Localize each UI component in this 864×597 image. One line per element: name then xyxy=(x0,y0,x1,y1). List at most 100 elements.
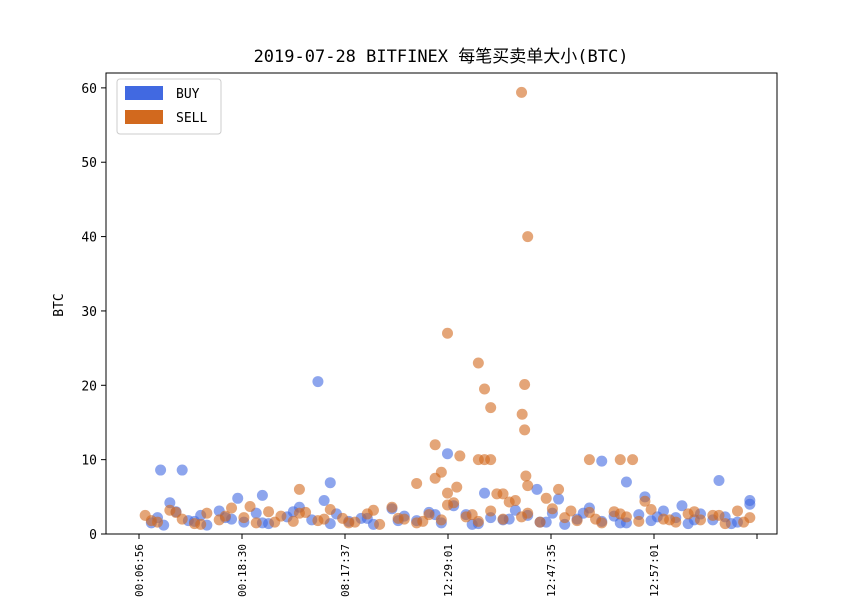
sell-point xyxy=(269,516,281,528)
sell-point xyxy=(479,383,491,395)
sell-point xyxy=(195,518,207,530)
buy-point xyxy=(318,495,330,507)
sell-point xyxy=(287,515,299,527)
sell-point xyxy=(639,495,651,507)
sell-point xyxy=(519,379,531,391)
y-tick-label: 0 xyxy=(89,528,97,543)
y-tick-label: 10 xyxy=(81,454,97,469)
sell-point xyxy=(219,510,231,522)
sell-point xyxy=(466,509,478,521)
sell-point xyxy=(516,86,528,98)
sell-point xyxy=(318,513,330,525)
sell-point xyxy=(540,492,552,504)
sell-point xyxy=(627,454,639,466)
sell-point xyxy=(614,454,626,466)
sell-point xyxy=(429,439,441,451)
sell-point xyxy=(374,518,386,530)
x-tick-label: 00:06:56 xyxy=(133,544,146,597)
sell-point xyxy=(546,503,558,515)
sell-point xyxy=(571,515,583,527)
sell-point xyxy=(435,514,447,526)
sell-point xyxy=(516,408,528,420)
legend-label-buy: BUY xyxy=(176,87,200,102)
x-tick-label: 12:57:01 xyxy=(648,544,661,597)
chart-title: 2019-07-28 BITFINEX 每笔买卖单大小(BTC) xyxy=(254,47,629,67)
sell-point xyxy=(343,517,355,529)
sell-point xyxy=(201,507,213,519)
sell-point xyxy=(645,503,657,515)
sell-point xyxy=(250,517,262,529)
sell-point xyxy=(520,470,532,482)
sell-point xyxy=(503,496,515,508)
y-tick-label: 60 xyxy=(81,82,97,97)
sell-point xyxy=(145,515,157,527)
sell-point xyxy=(238,512,250,524)
x-tick-label: 08:17:37 xyxy=(339,544,352,597)
sell-point xyxy=(417,515,429,527)
buy-point xyxy=(531,483,543,495)
sell-point xyxy=(293,507,305,519)
sell-point xyxy=(411,477,423,489)
sell-point xyxy=(522,231,534,243)
sell-point xyxy=(442,327,453,339)
y-tick-label: 50 xyxy=(81,156,97,171)
buy-point xyxy=(676,500,688,512)
buy-point xyxy=(256,489,268,501)
legend: BUY SELL xyxy=(116,78,222,135)
sell-point xyxy=(442,499,453,511)
sell-point xyxy=(226,502,238,514)
sell-point xyxy=(633,515,645,527)
y-tick-label: 30 xyxy=(81,305,97,320)
sell-point xyxy=(244,500,256,512)
x-tick-label: 00:18:30 xyxy=(236,544,249,597)
sell-point xyxy=(485,402,497,414)
sell-point xyxy=(694,514,706,526)
sell-point xyxy=(451,481,463,493)
sell-point xyxy=(497,513,509,525)
x-axis: 00:06:56 00:18:30 08:17:37 12:29:01 12:47:35… xyxy=(133,534,758,597)
y-axis: 0 10 20 30 40 50 60 xyxy=(81,82,106,543)
sell-point xyxy=(738,516,750,528)
buy-point xyxy=(620,476,632,488)
sell-point xyxy=(472,357,484,369)
sell-point xyxy=(519,424,531,436)
sell-point xyxy=(442,487,453,499)
sell-point xyxy=(485,505,497,517)
sell-point xyxy=(614,508,626,520)
sell-point xyxy=(429,472,441,484)
x-tick-label: 12:47:35 xyxy=(545,544,558,597)
sell-point xyxy=(731,505,743,517)
plot-frame xyxy=(105,72,778,535)
buy-point xyxy=(232,492,244,504)
buy-point xyxy=(176,464,188,476)
buy-point xyxy=(155,464,167,476)
y-tick-label: 20 xyxy=(81,379,97,394)
sell-point xyxy=(713,509,725,521)
sell-point xyxy=(454,450,466,462)
sell-point xyxy=(534,516,546,528)
buy-point xyxy=(744,498,756,510)
plot-points xyxy=(139,86,756,531)
buy-point xyxy=(312,376,324,388)
sell-point xyxy=(392,512,404,524)
sell-point xyxy=(664,514,676,526)
sell-point xyxy=(170,506,182,518)
sell-point xyxy=(565,505,577,517)
legend-swatch-sell xyxy=(125,110,163,124)
sell-point xyxy=(367,504,379,516)
sell-point xyxy=(590,513,602,525)
buy-point xyxy=(479,487,491,499)
buy-point xyxy=(442,448,453,460)
sell-point xyxy=(263,506,275,518)
sell-point xyxy=(386,501,398,513)
sell-point xyxy=(516,511,528,523)
y-tick-label: 40 xyxy=(81,231,97,246)
sell-point xyxy=(497,488,509,500)
y-axis-label: BTC xyxy=(52,293,67,316)
sell-point xyxy=(553,483,565,495)
sell-point xyxy=(485,454,497,466)
sell-point xyxy=(293,483,305,495)
legend-swatch-buy xyxy=(125,86,163,100)
sell-point xyxy=(324,503,336,515)
x-tick-label: 12:29:01 xyxy=(442,544,455,597)
